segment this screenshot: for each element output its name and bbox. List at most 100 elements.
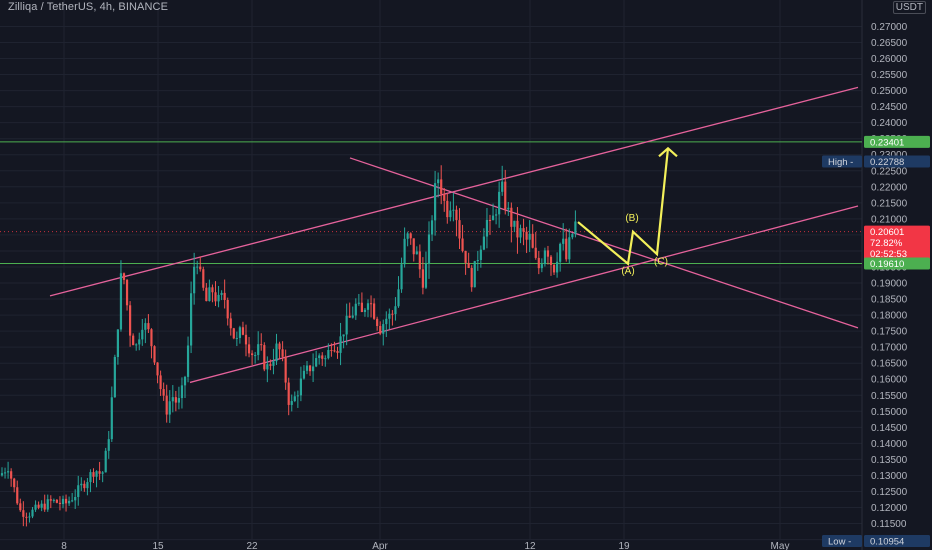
candle-body xyxy=(421,269,424,288)
candle-body xyxy=(403,238,406,265)
projection-arrowhead xyxy=(658,146,678,158)
candle-body xyxy=(531,233,534,248)
x-tick-label: Apr xyxy=(372,541,388,550)
candle-body xyxy=(251,353,254,356)
candle-body xyxy=(571,234,574,238)
currency-button[interactable]: USDT xyxy=(892,1,926,14)
candle-body xyxy=(104,450,107,473)
candle-body xyxy=(537,257,540,269)
candle-body xyxy=(171,397,174,402)
candle-body xyxy=(202,269,205,288)
candle-body xyxy=(226,300,229,319)
candle-body xyxy=(345,315,348,335)
candle-body xyxy=(562,238,565,244)
candle-body xyxy=(110,397,113,440)
candle-body xyxy=(186,345,190,377)
candle-body xyxy=(263,345,266,370)
candle-body xyxy=(180,385,184,399)
candle-body xyxy=(397,289,400,307)
candle-body xyxy=(513,220,516,227)
candle-body xyxy=(25,516,28,518)
candle-body xyxy=(516,220,519,238)
candle-body xyxy=(165,395,168,415)
high-tag: 0.22788 High - xyxy=(822,155,930,168)
candle-body xyxy=(107,439,110,451)
candle-body xyxy=(89,472,92,483)
candle-body xyxy=(556,261,559,273)
candle-body xyxy=(522,228,525,232)
x-tick-label: 15 xyxy=(152,541,164,550)
time-axis[interactable]: 8 15 22 Apr 12 19 May xyxy=(61,541,789,550)
candles xyxy=(0,165,577,527)
candle-body xyxy=(0,473,4,476)
y-tick-label: 0.17000 xyxy=(871,343,908,354)
resistance-tag-bg xyxy=(864,135,930,148)
candle-body xyxy=(495,214,498,216)
candle-body xyxy=(452,209,455,211)
candle-body xyxy=(138,339,141,345)
candle-body xyxy=(473,261,476,288)
candle-body xyxy=(458,220,461,239)
candle-body xyxy=(16,487,19,504)
candle-body xyxy=(339,336,342,353)
candle-body xyxy=(135,344,138,346)
candle-body xyxy=(336,350,339,353)
candle-body xyxy=(83,483,86,489)
candle-body xyxy=(427,234,431,264)
x-tick-label: 12 xyxy=(524,541,536,550)
candle-body xyxy=(546,250,550,257)
candle-body xyxy=(351,315,354,318)
candle-body xyxy=(10,471,13,479)
candle-body xyxy=(125,279,129,306)
candle-body xyxy=(470,267,473,288)
candle-body xyxy=(540,264,543,269)
candle-body xyxy=(434,183,437,221)
wave-label: (A) xyxy=(621,266,634,277)
candle-body xyxy=(98,471,101,474)
y-tick-label: 0.22000 xyxy=(871,182,908,193)
candle-body xyxy=(430,220,434,235)
candle-body xyxy=(80,483,83,486)
candle-body xyxy=(19,503,22,511)
high-tag-label: High - xyxy=(828,157,853,168)
candle-body xyxy=(528,233,531,240)
candle-body xyxy=(363,309,367,312)
candle-body xyxy=(385,318,388,325)
candle-body xyxy=(565,238,568,260)
candle-body xyxy=(321,355,324,359)
candle-body xyxy=(379,326,382,334)
candle-body xyxy=(467,262,470,268)
candle-body xyxy=(190,293,193,346)
candle-body xyxy=(366,303,370,310)
candle-body xyxy=(196,266,199,268)
candle-body xyxy=(159,375,162,390)
candle-body xyxy=(269,364,272,366)
candle-body xyxy=(525,231,528,240)
candle-body xyxy=(183,376,187,386)
candle-body xyxy=(394,306,397,315)
candle-body xyxy=(238,327,241,338)
price-axis[interactable]: 0.27000 0.26500 0.26000 0.25500 0.25000 0.245… xyxy=(871,22,908,546)
candle-body xyxy=(574,221,577,235)
high-tag-label-bg xyxy=(822,155,862,168)
candle-body xyxy=(443,193,446,201)
y-tick-label: 0.15000 xyxy=(871,407,908,418)
candle-body xyxy=(415,251,418,255)
price-tag-bg xyxy=(864,225,930,260)
y-tick-label: 0.25500 xyxy=(871,70,908,81)
candle-body xyxy=(43,503,46,510)
price-tag-text: 0.20601 xyxy=(870,227,904,238)
candle-body xyxy=(464,250,467,263)
candle-body xyxy=(101,472,104,474)
candle-body xyxy=(208,287,211,302)
y-tick-label: 0.13500 xyxy=(871,455,908,466)
y-tick-label: 0.24500 xyxy=(871,102,908,113)
candle-body xyxy=(488,219,492,221)
candle-body xyxy=(232,328,235,339)
candle-body xyxy=(501,181,504,192)
resistance-tag: 0.23401 xyxy=(864,135,930,148)
candle-body xyxy=(235,337,238,339)
candle-body xyxy=(559,243,562,262)
